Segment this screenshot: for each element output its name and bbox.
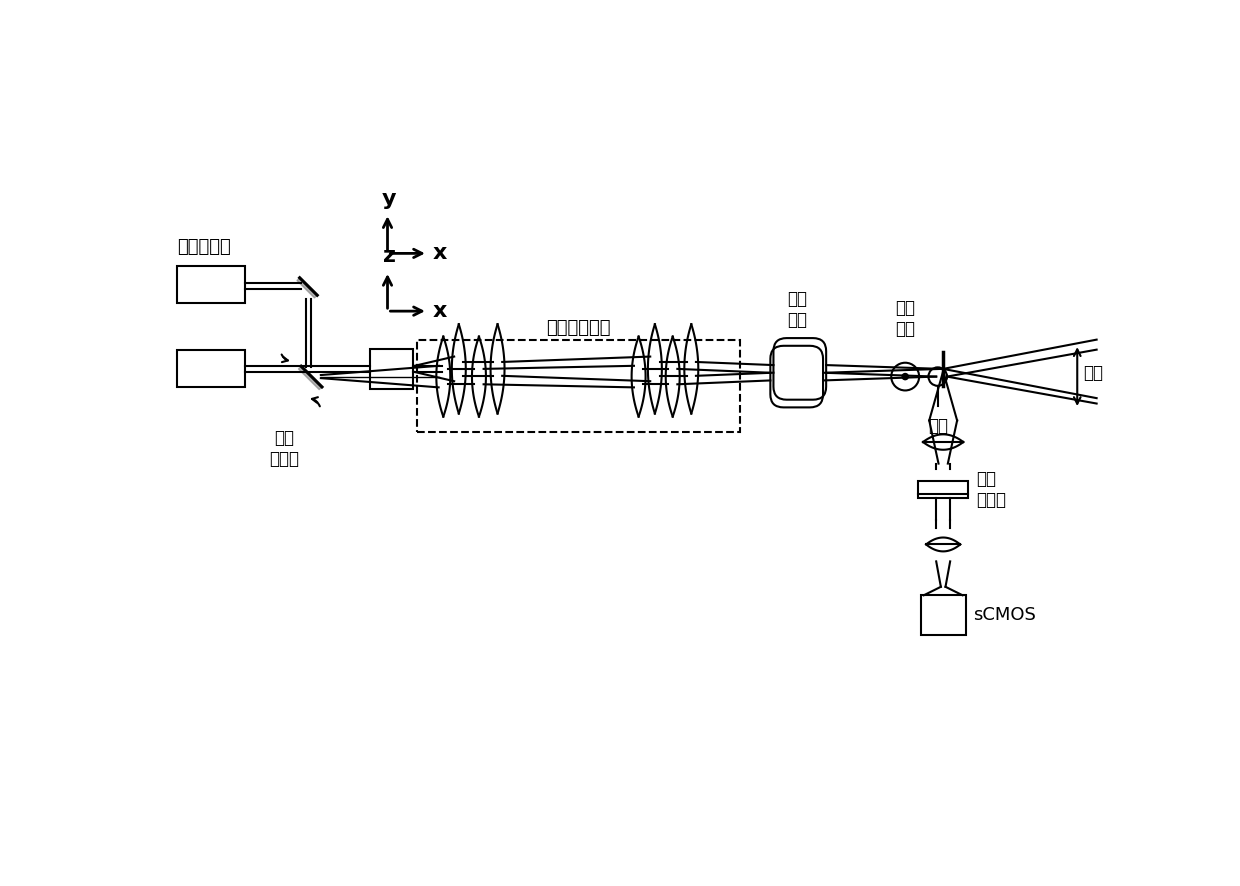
Polygon shape bbox=[296, 278, 317, 298]
Bar bbox=[919, 481, 968, 498]
Text: 探测
物镜: 探测 物镜 bbox=[895, 299, 915, 338]
Text: 转接光学系统: 转接光学系统 bbox=[547, 319, 611, 337]
Bar bbox=[176, 350, 244, 387]
Text: 样品: 样品 bbox=[928, 416, 947, 435]
Text: 窄带
滤光视: 窄带 滤光视 bbox=[976, 470, 1006, 509]
Text: x: x bbox=[433, 301, 446, 321]
Text: 二轴
扫描镜: 二轴 扫描镜 bbox=[269, 429, 299, 468]
Text: sCMOS: sCMOS bbox=[973, 606, 1037, 625]
Text: y: y bbox=[382, 189, 397, 209]
Bar bbox=[417, 339, 740, 432]
Bar bbox=[176, 266, 244, 303]
Text: 照明
物镜: 照明 物镜 bbox=[786, 290, 807, 329]
Bar bbox=[371, 349, 413, 389]
Text: x: x bbox=[433, 244, 446, 263]
Text: z: z bbox=[383, 246, 396, 267]
Text: 扫描: 扫描 bbox=[1084, 364, 1104, 382]
Polygon shape bbox=[299, 366, 322, 390]
Bar bbox=[920, 595, 966, 635]
Text: 飞秒激光器: 飞秒激光器 bbox=[176, 238, 231, 256]
Circle shape bbox=[903, 374, 909, 380]
